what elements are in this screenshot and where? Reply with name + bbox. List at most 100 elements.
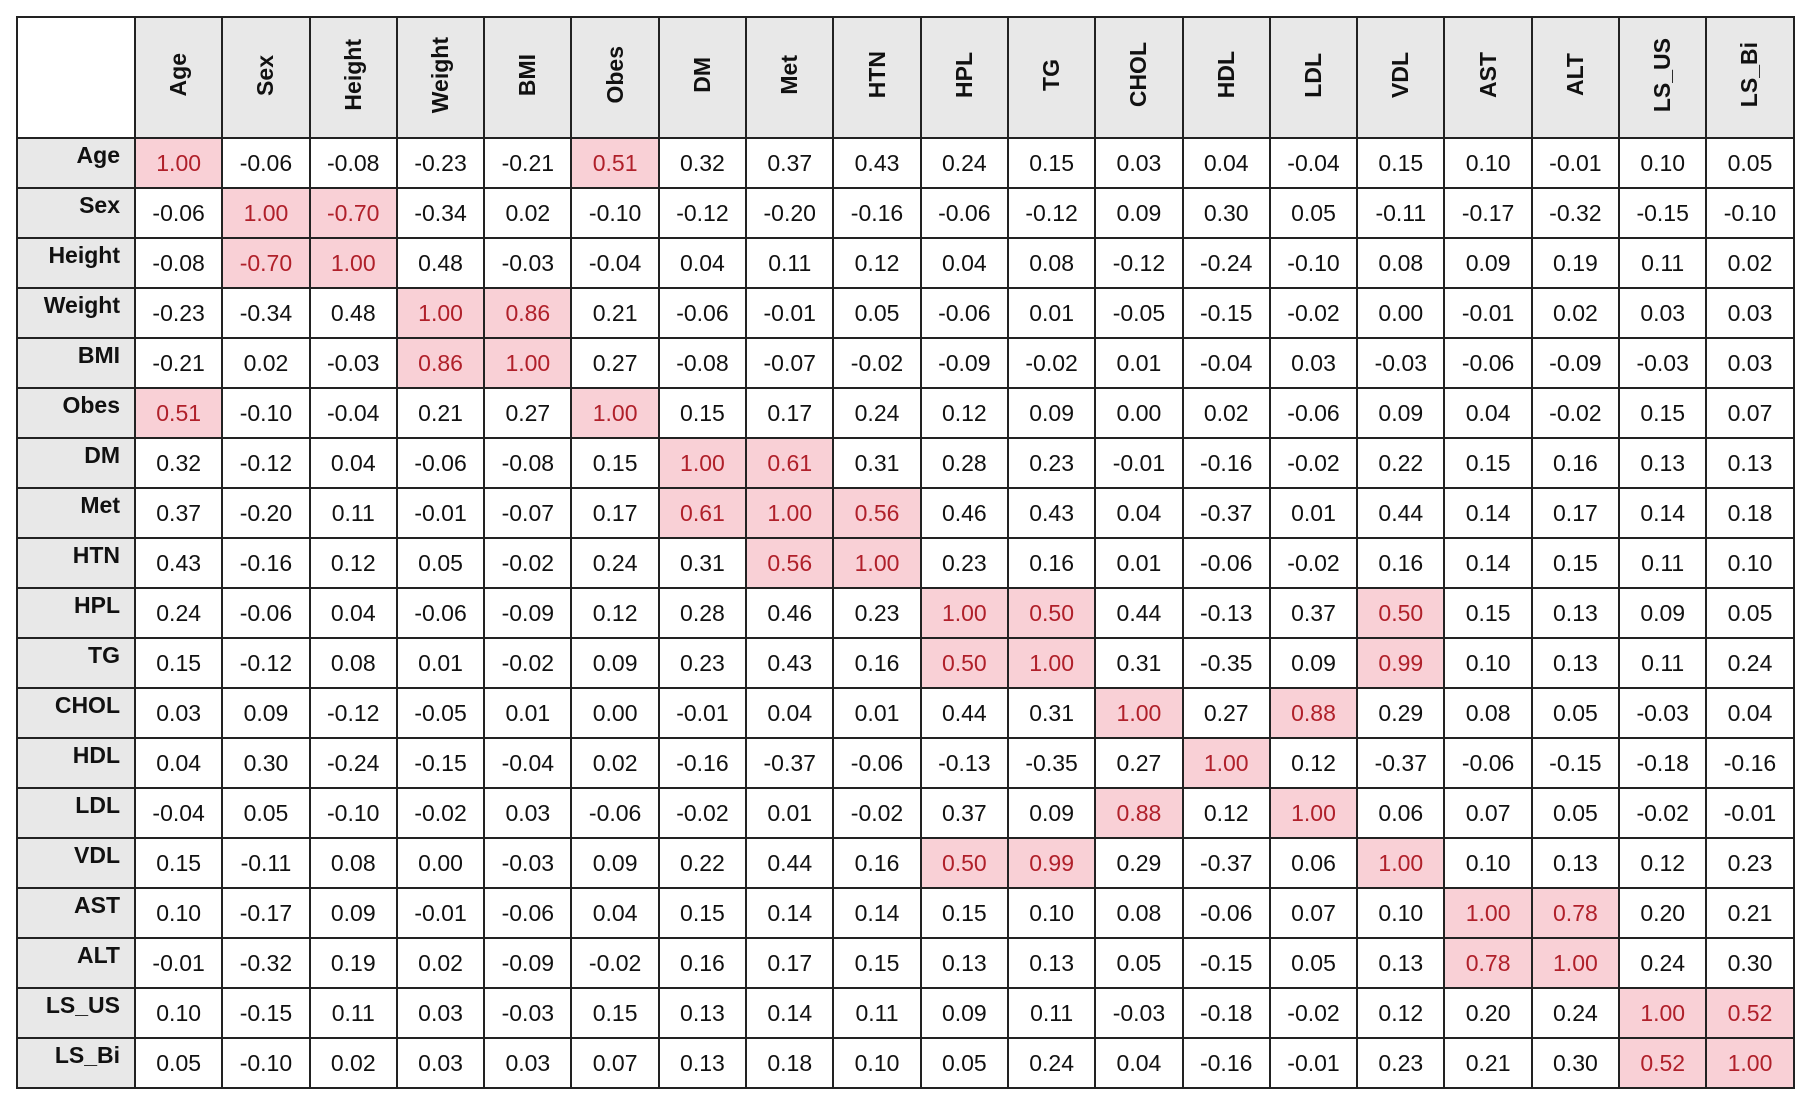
matrix-cell: 1.00 — [745, 487, 835, 539]
matrix-cell: -0.17 — [1443, 187, 1533, 239]
matrix-cell: 0.07 — [570, 1037, 660, 1089]
matrix-cell: 0.17 — [1530, 487, 1621, 539]
matrix-cell: 0.78 — [1443, 937, 1533, 989]
matrix-cell: 0.16 — [1006, 537, 1097, 589]
matrix-cell: 0.46 — [745, 587, 835, 639]
matrix-cell: -0.37 — [745, 737, 835, 789]
matrix-cell: 0.28 — [919, 437, 1009, 489]
matrix-cell: 0.05 — [395, 537, 486, 589]
matrix-cell: 0.04 — [570, 887, 660, 939]
matrix-cell: 0.37 — [919, 787, 1009, 839]
matrix-cell: 1.00 — [1356, 837, 1446, 889]
matrix-cell: -0.02 — [1006, 337, 1097, 389]
matrix-cell: 0.11 — [1618, 637, 1708, 689]
matrix-cell: -0.02 — [1268, 287, 1359, 339]
matrix-cell: -0.12 — [308, 687, 398, 739]
matrix-cell: -0.11 — [221, 837, 311, 889]
matrix-cell: 0.08 — [1006, 237, 1097, 289]
matrix-row-hdl: HDL 0.04 0.30 -0.24 -0.15 -0.04 0.02 -0.16 -0.37… — [16, 737, 1795, 789]
matrix-cell: -0.01 — [657, 687, 748, 739]
matrix-cell: -0.02 — [1618, 787, 1708, 839]
matrix-cell: 0.09 — [570, 637, 660, 689]
matrix-cell: -0.16 — [1181, 1037, 1271, 1089]
matrix-cell: 0.05 — [1094, 937, 1184, 989]
matrix-cell: 0.10 — [133, 987, 224, 1039]
row-header-label: Height — [16, 237, 136, 289]
matrix-cell: 0.01 — [1268, 487, 1359, 539]
matrix-cell: 0.10 — [1356, 887, 1446, 939]
matrix-cell: -0.12 — [657, 187, 748, 239]
matrix-cell: -0.06 — [832, 737, 922, 789]
matrix-cell: -0.34 — [221, 287, 311, 339]
matrix-cell: -0.21 — [133, 337, 224, 389]
matrix-cell: -0.12 — [1094, 237, 1184, 289]
matrix-cell: -0.06 — [221, 137, 311, 189]
matrix-row-bmi: BMI -0.21 0.02 -0.03 0.86 1.00 0.27 -0.08 -0.07-… — [16, 337, 1795, 389]
matrix-cell: -0.09 — [919, 337, 1009, 389]
matrix-cell: -0.01 — [133, 937, 224, 989]
matrix-cell: 0.16 — [832, 837, 922, 889]
matrix-cell: 0.05 — [1705, 137, 1795, 189]
matrix-cell: 0.11 — [1618, 537, 1708, 589]
matrix-cell: -0.15 — [221, 987, 311, 1039]
matrix-cell: 0.00 — [1094, 387, 1184, 439]
matrix-cell: 0.01 — [745, 787, 835, 839]
matrix-cell: 0.15 — [1443, 437, 1533, 489]
matrix-cell: 0.09 — [1618, 587, 1708, 639]
matrix-cell: 0.44 — [745, 837, 835, 889]
row-header-label: Weight — [16, 287, 136, 339]
row-header-label: BMI — [16, 337, 136, 389]
matrix-cell: 0.32 — [133, 437, 224, 489]
row-header-label: HTN — [16, 537, 136, 589]
column-header-hpl: HPL — [919, 16, 1009, 139]
matrix-row-ls-bi: LS_Bi 0.05 -0.10 0.02 0.03 0.03 0.07 0.13 0.18 0.… — [16, 1037, 1795, 1089]
matrix-cell: -0.18 — [1618, 737, 1708, 789]
matrix-cell: 0.23 — [1006, 437, 1097, 489]
matrix-cell: 0.11 — [1618, 237, 1708, 289]
column-header-sex: Sex — [221, 16, 311, 139]
matrix-cell: 0.01 — [832, 687, 922, 739]
matrix-cell: -0.32 — [1530, 187, 1621, 239]
matrix-cell: 0.29 — [1356, 687, 1446, 739]
matrix-cell: 0.14 — [1443, 537, 1533, 589]
matrix-cell: -0.05 — [1094, 287, 1184, 339]
matrix-cell: -0.03 — [1094, 987, 1184, 1039]
matrix-cell: -0.23 — [133, 287, 224, 339]
matrix-cell: -0.06 — [483, 887, 573, 939]
matrix-cell: 0.13 — [1530, 587, 1621, 639]
matrix-cell: -0.02 — [832, 337, 922, 389]
matrix-cell: -0.12 — [221, 637, 311, 689]
matrix-cell: -0.18 — [1181, 987, 1271, 1039]
matrix-cell: -0.09 — [483, 937, 573, 989]
matrix-cell: 0.24 — [570, 537, 660, 589]
matrix-cell: 0.48 — [395, 237, 486, 289]
matrix-cell: 0.02 — [395, 937, 486, 989]
matrix-cell: 0.13 — [1530, 637, 1621, 689]
matrix-cell: -0.08 — [133, 237, 224, 289]
matrix-cell: 1.00 — [483, 337, 573, 389]
row-header-label: TG — [16, 637, 136, 689]
matrix-cell: 0.13 — [1705, 437, 1795, 489]
column-header-label: Sex — [252, 54, 279, 96]
matrix-cell: 1.00 — [308, 237, 398, 289]
matrix-cell: 0.01 — [1094, 337, 1184, 389]
matrix-cell: -0.16 — [1705, 737, 1795, 789]
matrix-cell: -0.01 — [1443, 287, 1533, 339]
matrix-cell: -0.01 — [1530, 137, 1621, 189]
row-header-label: Met — [16, 487, 136, 539]
matrix-cell: 0.48 — [308, 287, 398, 339]
matrix-cell: -0.15 — [1618, 187, 1708, 239]
matrix-cell: 0.15 — [133, 637, 224, 689]
matrix-cell: 0.02 — [1530, 287, 1621, 339]
matrix-cell: 0.02 — [1705, 237, 1795, 289]
matrix-row-tg: TG 0.15 -0.12 0.08 0.01 -0.02 0.09 0.23 0.43 0.16… — [16, 637, 1795, 689]
matrix-cell: 0.04 — [1094, 1037, 1184, 1089]
matrix-cell: 0.24 — [919, 137, 1009, 189]
matrix-cell: 0.03 — [483, 1037, 573, 1089]
matrix-cell: -0.06 — [1268, 387, 1359, 439]
matrix-cell: -0.37 — [1181, 837, 1271, 889]
matrix-cell: 0.52 — [1618, 1037, 1708, 1089]
column-header-height: Height — [308, 16, 398, 139]
column-header-label: CHOL — [1125, 42, 1152, 108]
matrix-cell: 0.24 — [1618, 937, 1708, 989]
